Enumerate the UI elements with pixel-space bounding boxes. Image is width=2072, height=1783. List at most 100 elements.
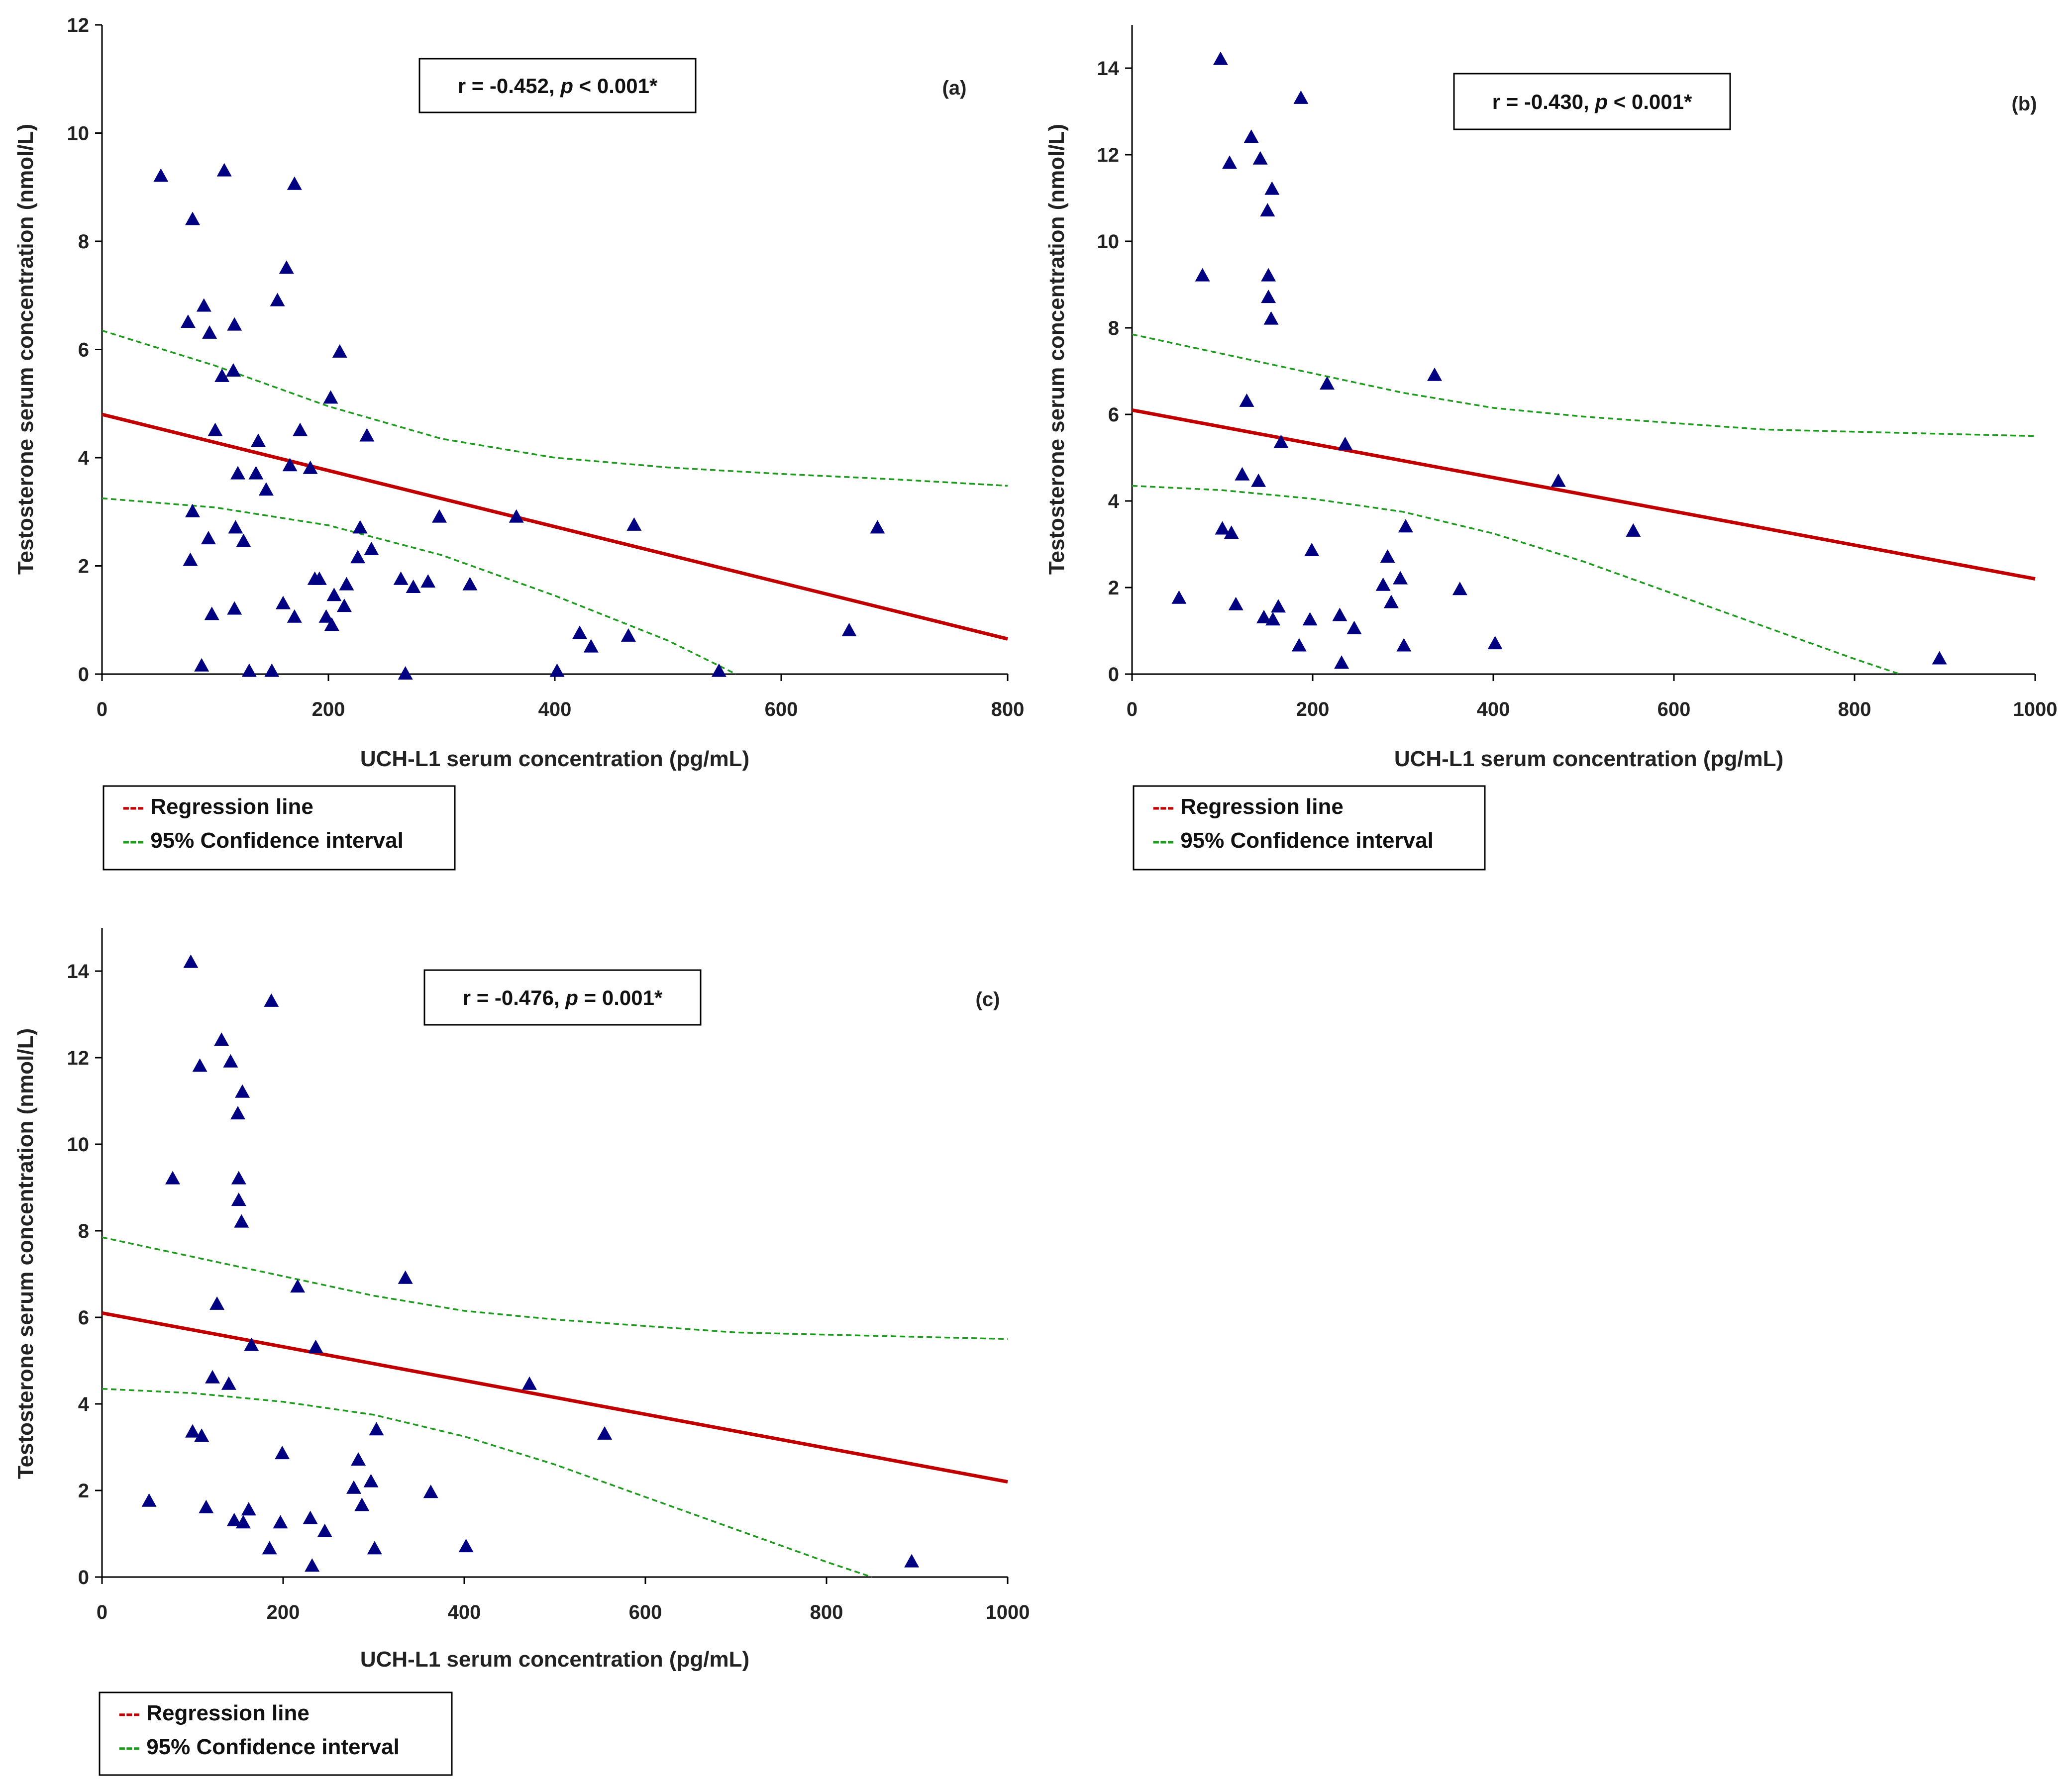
data-point (293, 422, 308, 436)
data-point (303, 1510, 318, 1524)
correlation-stats: r = -0.452, p < 0.001* (458, 74, 658, 98)
legend-swatch: --- (1152, 794, 1174, 819)
data-point (870, 520, 885, 534)
data-point (1304, 543, 1320, 556)
y-tick-label: 12 (1097, 144, 1120, 166)
data-point (462, 577, 478, 591)
data-point (1347, 620, 1362, 634)
x-tick-label: 200 (267, 1601, 300, 1623)
ci-lower-line (102, 497, 736, 675)
data-point (1383, 594, 1399, 608)
data-point (214, 1032, 229, 1046)
data-point (196, 298, 211, 312)
data-point (209, 1296, 225, 1310)
data-point (1626, 523, 1641, 537)
legend-ci: --- 95% Confidence interval (122, 828, 404, 853)
data-point (185, 211, 200, 225)
ci-upper-line (102, 1236, 1008, 1340)
y-tick-label: 2 (78, 556, 89, 578)
legend-swatch: --- (1152, 828, 1174, 853)
data-point (1291, 638, 1307, 652)
data-point (621, 628, 636, 642)
data-point (141, 1493, 157, 1507)
data-point (1213, 51, 1228, 65)
data-point (549, 663, 565, 677)
correlation-stats: r = -0.476, p = 0.001* (463, 986, 663, 1009)
data-point (351, 1452, 366, 1466)
data-point (841, 623, 857, 636)
r-value: r = -0.476, (463, 986, 566, 1009)
data-point (276, 595, 291, 609)
legend-ci: --- 95% Confidence interval (118, 1735, 400, 1759)
data-point (1338, 436, 1353, 450)
data-point (1256, 609, 1271, 623)
data-point (185, 503, 200, 517)
y-tick-label: 8 (1108, 317, 1119, 339)
legend-label: 95% Confidence interval (144, 828, 404, 853)
data-point (180, 314, 196, 328)
x-axis-title: UCH-L1 serum concentration (pg/mL) (360, 747, 749, 771)
data-point (359, 428, 375, 442)
p-symbol: p (565, 986, 578, 1009)
legend-regression: --- Regression line (1152, 794, 1344, 819)
p-value: < 0.001* (573, 74, 658, 98)
data-point (282, 458, 298, 472)
data-point (287, 609, 302, 623)
data-point (1239, 393, 1254, 407)
data-point (270, 293, 285, 306)
data-point (311, 571, 327, 585)
data-point (1263, 311, 1279, 325)
data-point (346, 1480, 361, 1494)
data-point (264, 663, 280, 677)
y-tick-label: 0 (78, 1567, 89, 1588)
data-point (1215, 521, 1230, 535)
stats-box (418, 58, 697, 113)
y-tick-label: 6 (1108, 404, 1119, 426)
y-axis-title: Testosterone serum concentration (nmol/L… (13, 1028, 38, 1479)
data-point (369, 1422, 384, 1436)
y-tick-label: 10 (67, 123, 90, 145)
x-tick-label: 800 (810, 1601, 843, 1623)
data-point (183, 954, 199, 968)
y-axis-title: Testosterone serum concentration (nmol/L… (1044, 124, 1069, 575)
data-point (199, 1499, 214, 1513)
data-point (458, 1539, 474, 1553)
data-point (1243, 129, 1259, 143)
data-point (258, 482, 274, 496)
y-tick-label: 0 (1108, 664, 1119, 686)
data-point (202, 325, 217, 339)
y-tick-label: 8 (78, 1220, 89, 1242)
x-tick-label: 800 (991, 698, 1025, 720)
data-point (287, 176, 302, 190)
data-point (153, 168, 169, 182)
data-point (223, 1054, 238, 1068)
y-tick-label: 2 (78, 1480, 89, 1502)
data-point (235, 1515, 251, 1529)
data-point (221, 1376, 236, 1390)
data-point (509, 509, 524, 523)
y-tick-label: 14 (67, 961, 90, 983)
ci-upper-line (102, 329, 1008, 487)
data-point (228, 520, 243, 534)
ci-upper-line (1132, 333, 2036, 437)
p-symbol: p (1594, 90, 1608, 113)
data-point (1320, 376, 1335, 390)
legend-label: Regression line (144, 794, 313, 819)
data-point (350, 550, 366, 564)
x-tick-label: 200 (312, 698, 345, 720)
data-point (1251, 473, 1266, 487)
x-tick-label: 0 (1127, 698, 1138, 720)
data-point (1171, 590, 1187, 604)
legend-box (99, 1691, 453, 1776)
x-axis-title: UCH-L1 serum concentration (pg/mL) (360, 1647, 749, 1672)
data-point (303, 460, 318, 474)
data-point (230, 1106, 245, 1120)
legend-regression: --- Regression line (118, 1701, 310, 1725)
x-tick-label: 800 (1838, 698, 1871, 720)
data-point (597, 1426, 613, 1440)
data-point (231, 1171, 246, 1185)
legend-swatch: --- (118, 1735, 140, 1759)
panel-label: (a) (942, 77, 967, 99)
data-point (275, 1446, 290, 1460)
y-tick-label: 4 (78, 447, 90, 469)
